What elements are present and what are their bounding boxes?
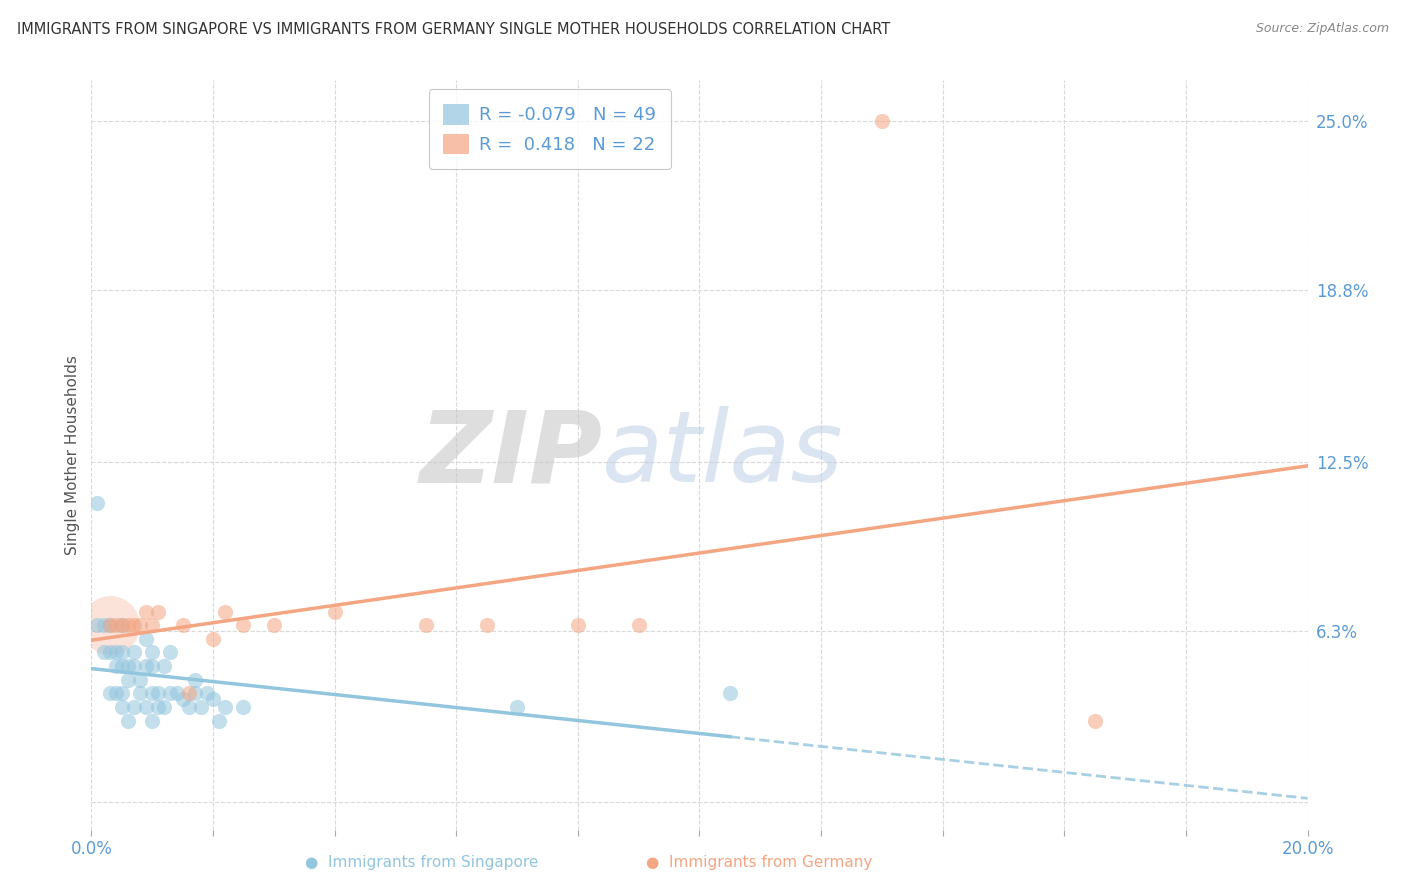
Text: ●  Immigrants from Germany: ● Immigrants from Germany <box>645 855 873 870</box>
Point <box>232 700 254 714</box>
Point <box>129 673 152 687</box>
Point <box>153 700 176 714</box>
Point <box>104 659 127 673</box>
Point <box>148 686 170 700</box>
Point <box>202 691 225 706</box>
Text: ●  Immigrants from Singapore: ● Immigrants from Singapore <box>305 855 538 870</box>
Point <box>567 618 589 632</box>
Point <box>141 659 163 673</box>
Point <box>141 714 163 728</box>
Point <box>111 659 134 673</box>
Point <box>93 618 115 632</box>
Point <box>153 659 176 673</box>
Point <box>111 618 134 632</box>
Point <box>98 645 121 659</box>
Point <box>117 714 139 728</box>
Point <box>104 618 127 632</box>
Point <box>172 691 194 706</box>
Point <box>98 686 121 700</box>
Point <box>415 618 437 632</box>
Point <box>98 618 121 632</box>
Point <box>718 686 741 700</box>
Point <box>104 686 127 700</box>
Point <box>148 605 170 619</box>
Point <box>214 605 236 619</box>
Point <box>195 686 218 700</box>
Point <box>202 632 225 646</box>
Point <box>98 618 121 632</box>
Point <box>870 114 893 128</box>
Point <box>172 618 194 632</box>
Point <box>141 618 163 632</box>
Text: Source: ZipAtlas.com: Source: ZipAtlas.com <box>1256 22 1389 36</box>
Point <box>122 618 145 632</box>
Point <box>104 645 127 659</box>
Point <box>135 659 157 673</box>
Point <box>263 618 285 632</box>
Point <box>111 645 134 659</box>
Point <box>135 700 157 714</box>
Point <box>111 686 134 700</box>
Point <box>141 686 163 700</box>
Point <box>166 686 188 700</box>
Legend: R = -0.079   N = 49, R =  0.418   N = 22: R = -0.079 N = 49, R = 0.418 N = 22 <box>429 89 671 169</box>
Point <box>117 659 139 673</box>
Point <box>117 618 139 632</box>
Point <box>177 686 200 700</box>
Point <box>122 700 145 714</box>
Point <box>190 700 212 714</box>
Text: IMMIGRANTS FROM SINGAPORE VS IMMIGRANTS FROM GERMANY SINGLE MOTHER HOUSEHOLDS CO: IMMIGRANTS FROM SINGAPORE VS IMMIGRANTS … <box>17 22 890 37</box>
Point <box>135 605 157 619</box>
Point <box>159 686 181 700</box>
Point <box>129 686 152 700</box>
Point <box>86 495 108 509</box>
Point <box>232 618 254 632</box>
Point <box>117 673 139 687</box>
Point <box>122 659 145 673</box>
Point <box>93 645 115 659</box>
Point <box>208 714 231 728</box>
Point <box>214 700 236 714</box>
Point <box>148 700 170 714</box>
Point <box>111 618 134 632</box>
Point <box>111 700 134 714</box>
Text: atlas: atlas <box>602 407 844 503</box>
Point <box>159 645 181 659</box>
Point <box>1084 714 1107 728</box>
Point <box>323 605 346 619</box>
Point <box>86 618 108 632</box>
Point <box>98 618 121 632</box>
Point <box>506 700 529 714</box>
Point <box>122 645 145 659</box>
Text: ZIP: ZIP <box>419 407 602 503</box>
Point <box>184 673 207 687</box>
Point <box>627 618 650 632</box>
Y-axis label: Single Mother Households: Single Mother Households <box>65 355 80 555</box>
Point <box>129 618 152 632</box>
Point <box>184 686 207 700</box>
Point <box>135 632 157 646</box>
Point <box>141 645 163 659</box>
Point <box>475 618 498 632</box>
Point <box>177 700 200 714</box>
